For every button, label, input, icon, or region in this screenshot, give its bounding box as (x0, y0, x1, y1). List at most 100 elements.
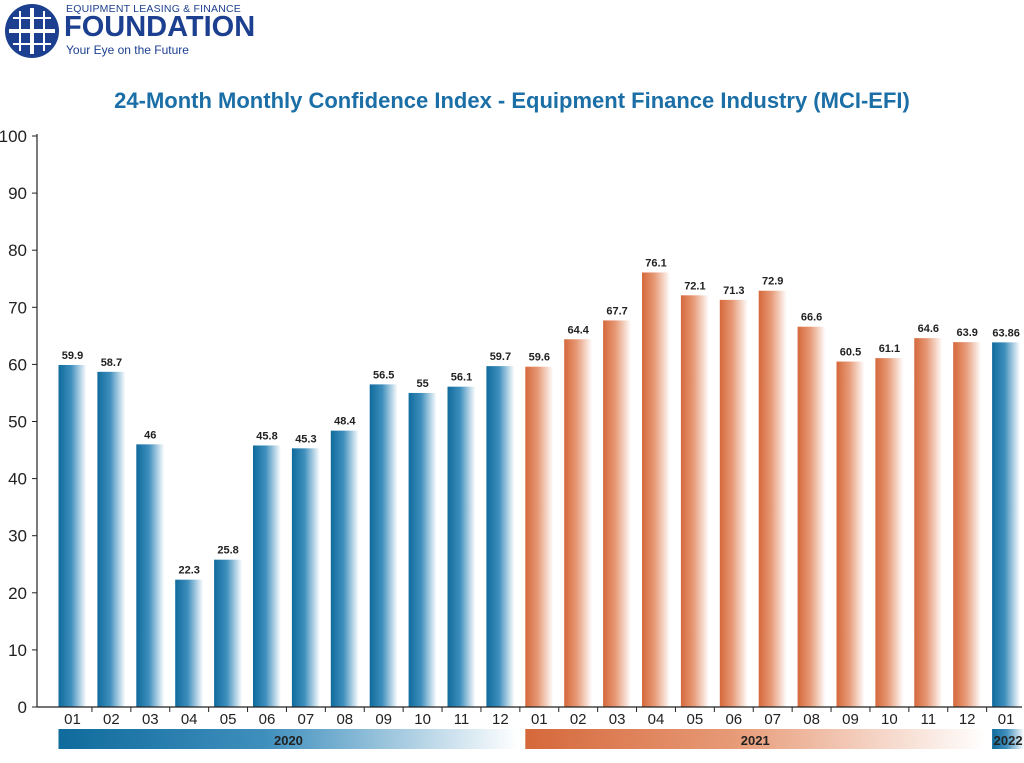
year-band (58, 729, 519, 749)
y-tick-label: 100 (0, 127, 27, 146)
y-tick-label: 40 (8, 470, 27, 489)
bar (253, 445, 281, 707)
bar (486, 366, 515, 707)
x-tick-label: 03 (609, 711, 626, 728)
x-tick-label: 01 (998, 711, 1015, 728)
bar (836, 361, 865, 707)
year-band-label: 2020 (274, 733, 303, 748)
x-tick-label: 07 (764, 711, 781, 728)
bar (291, 448, 320, 707)
globe-icon (5, 4, 59, 58)
year-band (992, 729, 1024, 749)
bar-value-label: 45.3 (295, 433, 316, 445)
bar (408, 392, 437, 707)
bar (953, 342, 982, 707)
bar-value-label: 56.1 (451, 372, 472, 384)
bar-value-label: 64.4 (567, 324, 589, 336)
x-tick-label: 02 (103, 711, 120, 728)
y-tick-label: 10 (8, 641, 27, 660)
bar (603, 320, 632, 707)
bar (875, 358, 904, 707)
x-tick-label: 04 (181, 711, 198, 728)
logo-wordmark: FOUNDATION (64, 11, 256, 43)
bar (525, 366, 554, 707)
bar (914, 338, 943, 707)
y-tick-label: 30 (8, 527, 27, 546)
bar (758, 290, 787, 707)
chart-title: 24-Month Monthly Confidence Index - Equi… (114, 88, 910, 113)
bar-value-label: 67.7 (606, 305, 627, 317)
bar-value-label: 64.6 (918, 323, 939, 335)
bar-value-label: 45.8 (256, 430, 277, 442)
bar (642, 272, 670, 707)
bar-value-label: 72.1 (684, 280, 705, 292)
x-tick-label: 05 (220, 711, 237, 728)
bar-value-label: 60.5 (840, 347, 861, 359)
x-tick-label: 10 (881, 711, 898, 728)
bar-value-label: 71.3 (723, 285, 744, 297)
bar (175, 579, 204, 707)
bar-value-label: 55 (416, 378, 428, 390)
bar-value-label: 63.86 (992, 327, 1020, 339)
bar (797, 326, 826, 707)
x-tick-label: 09 (842, 711, 859, 728)
y-tick-label: 50 (8, 413, 27, 432)
x-tick-label: 12 (492, 711, 509, 728)
x-tick-label: 11 (921, 711, 937, 728)
x-tick-label: 02 (570, 711, 587, 728)
y-tick-label: 60 (8, 355, 27, 374)
x-tick-label: 07 (298, 711, 315, 728)
bar-value-label: 59.6 (529, 352, 550, 364)
bar (58, 364, 87, 707)
x-tick-label: 01 (531, 711, 548, 728)
bar (136, 444, 165, 707)
bar-value-label: 61.1 (879, 343, 900, 355)
year-band (525, 729, 986, 749)
logo-tagline: Your Eye on the Future (66, 43, 189, 57)
bar (992, 342, 1021, 707)
y-tick-label: 70 (8, 298, 27, 317)
bar (447, 386, 476, 707)
x-tick-label: 11 (454, 711, 470, 728)
bar (97, 371, 126, 707)
bar-value-label: 48.4 (334, 416, 356, 428)
bars-group: 59.9 58.7 46 22.3 25.8 45.8 45.3 48.4 56.5 55 56.1… (58, 257, 1021, 707)
bar (719, 299, 748, 707)
bar-value-label: 72.9 (762, 276, 783, 288)
year-band-label: 2021 (741, 733, 770, 748)
logo-small-text: EQUIPMENT LEASING & FINANCE (66, 3, 241, 15)
bar-value-label: 76.1 (645, 257, 666, 269)
x-tick-label: 06 (725, 711, 742, 728)
bar-value-label: 22.3 (178, 565, 199, 577)
x-tick-label: 03 (142, 711, 159, 728)
y-tick-label: 80 (8, 241, 27, 260)
y-tick-label: 20 (8, 584, 27, 603)
y-axis: 0 10 20 30 40 50 60 70 80 90 100 (0, 127, 38, 717)
y-tick-label: 90 (8, 184, 27, 203)
x-tick-label: 01 (64, 711, 81, 728)
bar-value-label: 63.9 (956, 327, 977, 339)
bar-value-label: 59.9 (62, 350, 83, 362)
foundation-logo: EQUIPMENT LEASING & FINANCE FOUNDATION Y… (0, 0, 300, 62)
bar (564, 339, 593, 707)
bar (330, 430, 359, 707)
bar-value-label: 66.6 (801, 312, 822, 324)
x-tick-label: 10 (414, 711, 431, 728)
x-tick-label: 09 (375, 711, 392, 728)
bar-value-label: 56.5 (373, 369, 394, 381)
x-tick-label: 06 (259, 711, 276, 728)
bar (369, 384, 398, 707)
x-tick-label: 12 (959, 711, 976, 728)
x-axis: 01 02 03 04 05 06 07 08 09 10 11 12 01 02 03 04 05 06 07 08… (37, 706, 1022, 728)
bar-value-label: 46 (144, 429, 156, 441)
year-bands: 2020 2021 2022 (58, 729, 1024, 749)
bar (680, 295, 709, 707)
bar-value-label: 59.7 (490, 351, 511, 363)
x-tick-label: 04 (648, 711, 665, 728)
x-tick-label: 08 (336, 711, 353, 728)
y-tick-label: 0 (18, 698, 27, 717)
bar-value-label: 58.7 (101, 357, 122, 369)
x-tick-label: 05 (687, 711, 704, 728)
year-band-label: 2022 (994, 733, 1023, 748)
